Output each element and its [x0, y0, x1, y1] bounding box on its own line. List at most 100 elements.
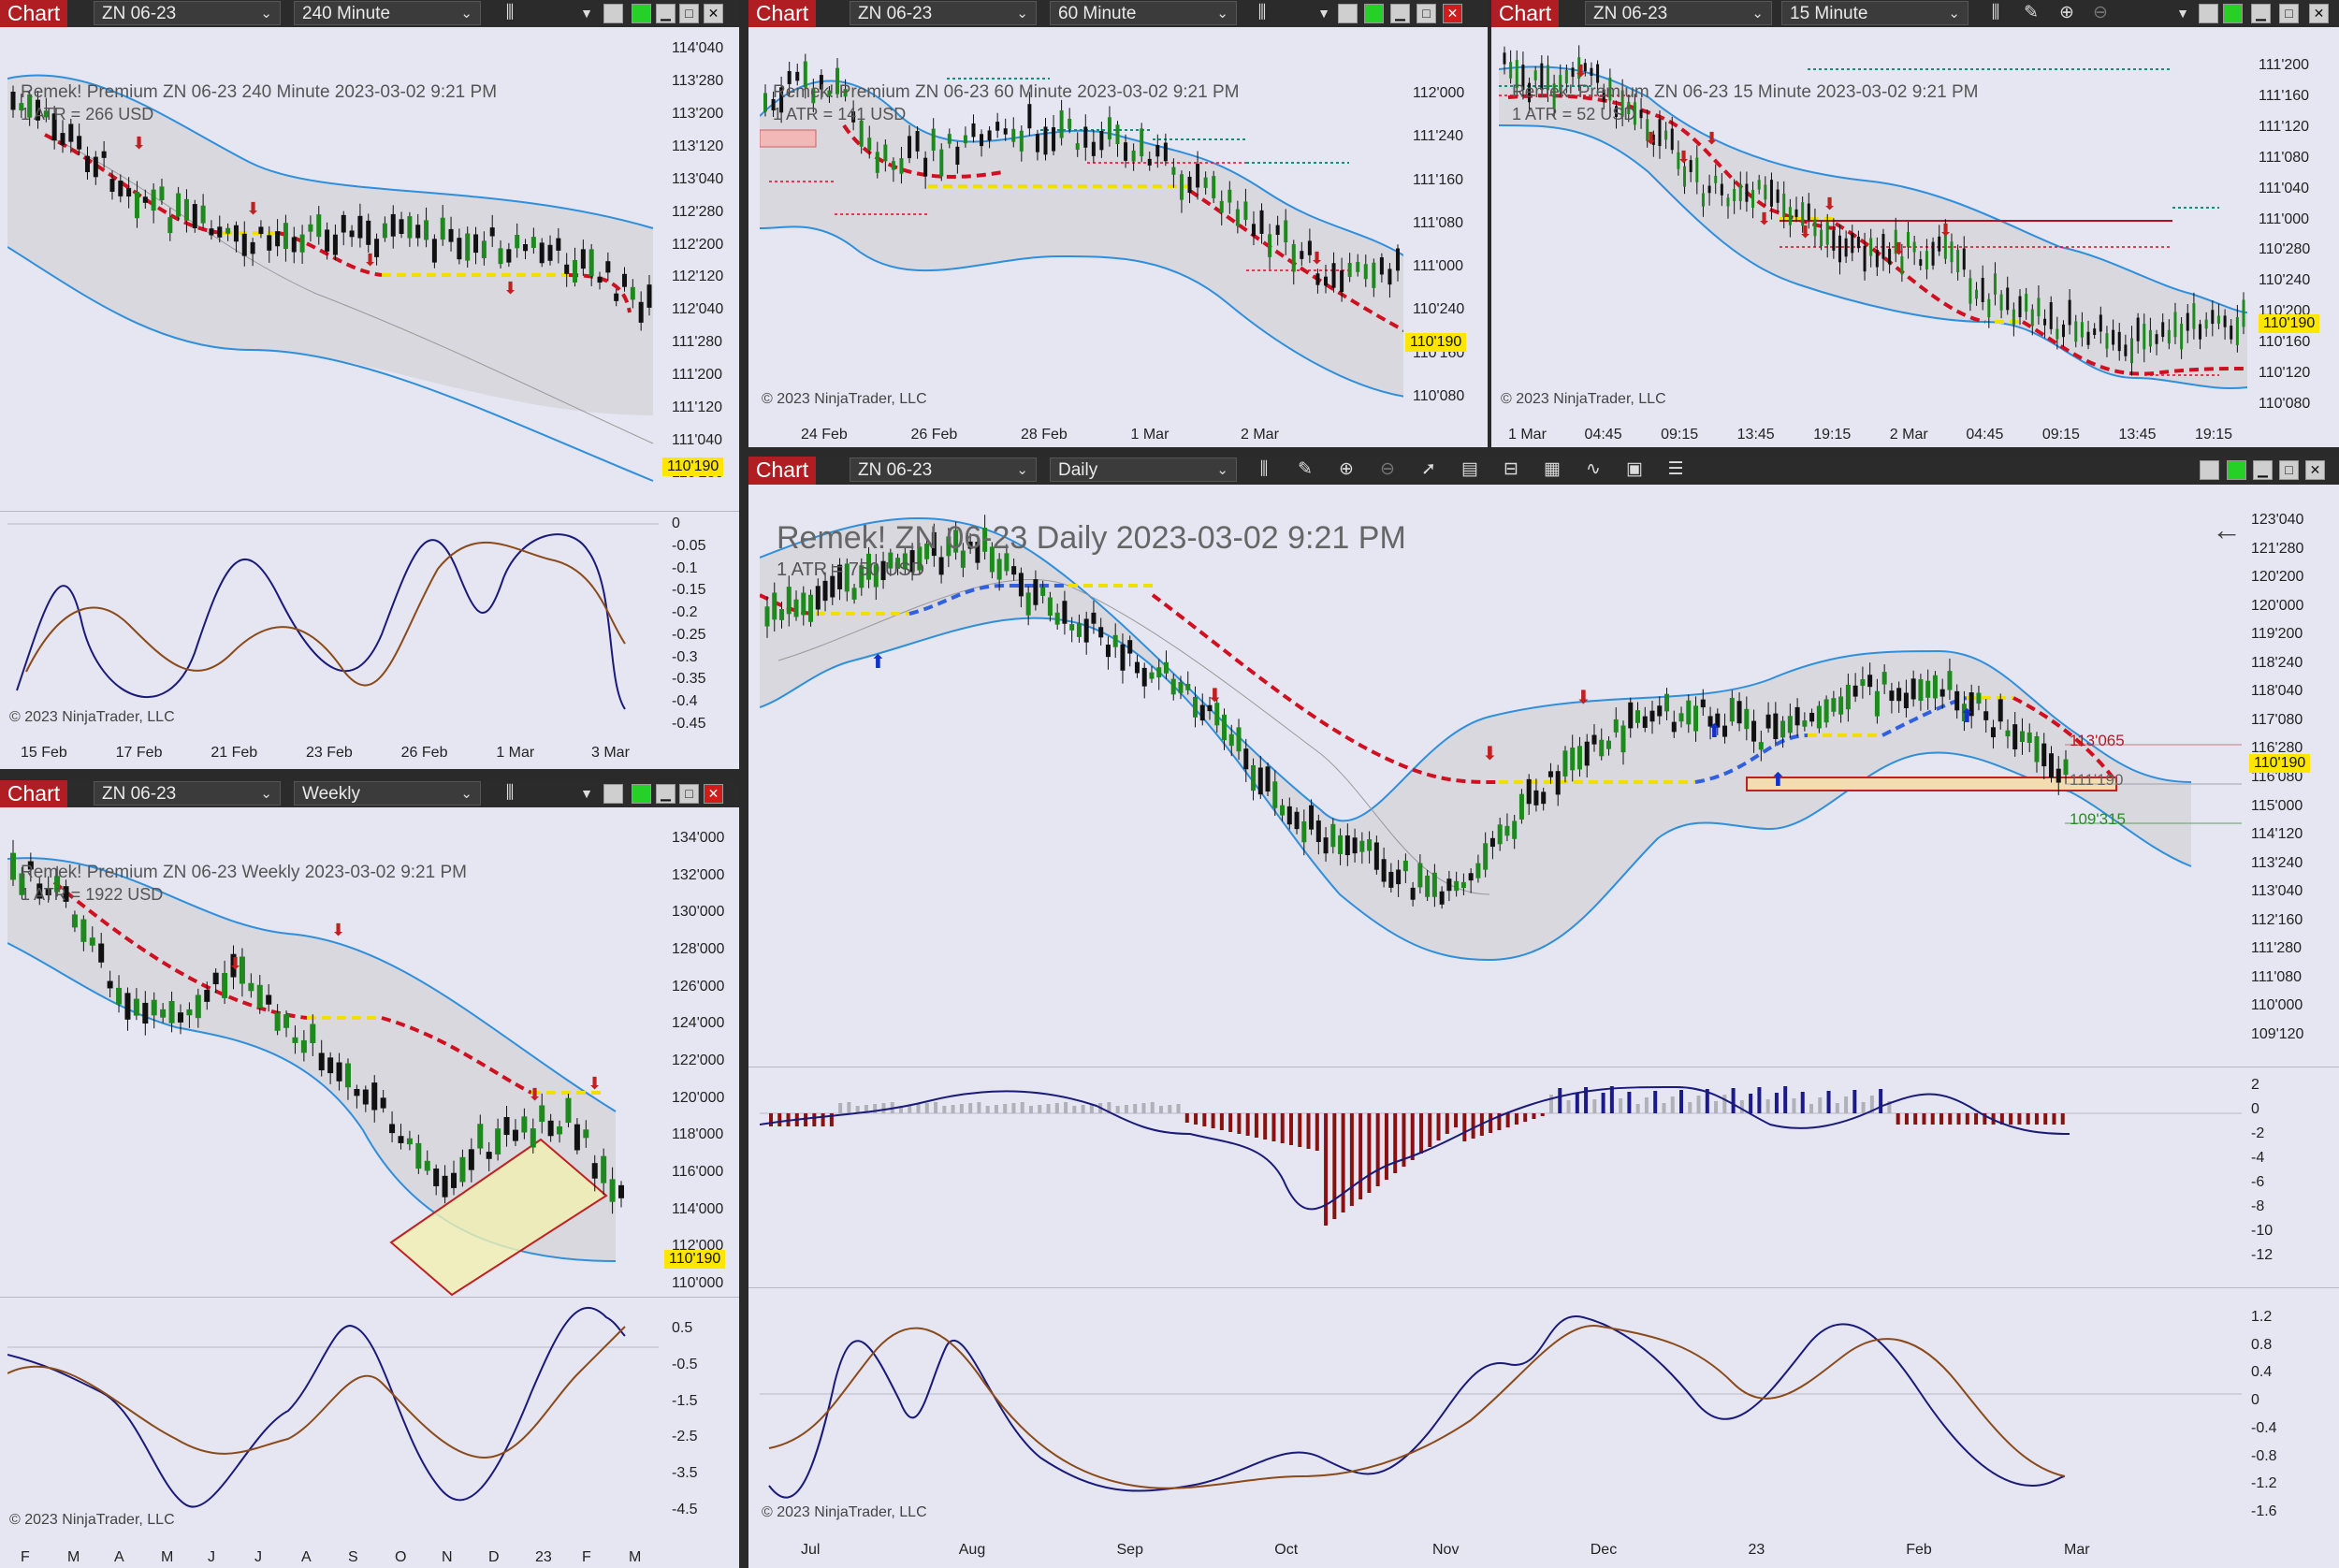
properties-icon[interactable]: ▣	[1626, 459, 1643, 479]
price-axis[interactable]: 114'040 113'280 113'200 113'120 113'040 112'2…	[666, 40, 739, 507]
close-button[interactable]: ✕	[704, 4, 723, 23]
interval-selector[interactable]: Daily ⌄	[1050, 457, 1237, 482]
candle-body	[341, 214, 346, 233]
minimize-button[interactable]: ▁	[2253, 460, 2273, 480]
close-button[interactable]: ✕	[1443, 4, 1462, 23]
chevron-down-icon[interactable]: ▼	[580, 6, 593, 21]
interval-selector[interactable]: 240 Minute ⌄	[294, 1, 481, 25]
maximize-button[interactable]: □	[1416, 4, 1436, 23]
oscillator-axis[interactable]: 0 -0.05 -0.1 -0.15 -0.2 -0.25 -0.3 -0.35 -0.4 -0.…	[666, 513, 739, 737]
candle-body	[924, 543, 930, 559]
price-axis[interactable]: 111'200 111'160 111'120 111'080 111'040 111'0…	[2253, 41, 2339, 415]
instrument-value: ZN 06-23	[102, 784, 177, 804]
window-color-button[interactable]	[632, 784, 651, 804]
instrument-selector[interactable]: ZN 06-23 ⌄	[94, 781, 281, 806]
bar-chart-icon[interactable]: ⫼	[1259, 459, 1269, 479]
price-panel[interactable]: ⬇ ⬇ ⬇ ⬇ Remek! Premium ZN 06-23 240 Minute …	[7, 41, 659, 507]
chevron-down-icon[interactable]: ▼	[2176, 6, 2189, 21]
price-panel[interactable]: ⬇ ⬇ ⬇ ⬆ ⬆ ⬆ ⬆ Remek! ZN 06-23 Daily 2023-03-0…	[760, 501, 2242, 1063]
oscillator-panel[interactable]: © 2023 NinjaTrader, LLC	[7, 513, 659, 737]
instrument-selector[interactable]: ZN 06-23 ⌄	[850, 1, 1037, 25]
interval-selector[interactable]: Weekly ⌄	[294, 781, 481, 806]
window-link-button[interactable]	[603, 4, 623, 23]
close-button[interactable]: ✕	[2309, 4, 2329, 23]
candle-body	[1627, 101, 1631, 115]
maximize-button[interactable]: □	[679, 784, 699, 804]
macd-panel[interactable]	[760, 1068, 2242, 1284]
pointer-icon[interactable]: ➚	[1421, 459, 1436, 479]
minimize-button[interactable]: ▁	[1390, 4, 1410, 23]
bar-chart-icon[interactable]: ⫼	[1991, 3, 2000, 22]
pencil-icon[interactable]: ✎	[2024, 3, 2039, 22]
macd-axis[interactable]: 2 0 -2 -4 -6 -8 -10 -12	[2245, 1068, 2339, 1284]
candle-body	[1584, 741, 1590, 766]
macd-histogram-bar	[977, 1102, 981, 1113]
oscillator-axis[interactable]: 0.5 -0.5 -1.5 -2.5 -3.5 -4.5	[666, 1299, 739, 1538]
price-panel[interactable]: ⬇ Remek! Premium ZN 06-23 60 Minute 2023…	[760, 41, 1403, 415]
time-axis[interactable]: 24 Feb 26 Feb 28 Feb 1 Mar 2 Mar	[760, 423, 1403, 447]
oscillator-panel[interactable]: © 2023 NinjaTrader, LLC	[760, 1289, 2242, 1531]
time-axis[interactable]: 15 Feb 17 Feb 21 Feb 23 Feb 26 Feb 1 Mar 3 Mar	[7, 741, 659, 765]
bar-chart-icon[interactable]: ⫼	[1257, 3, 1267, 22]
data-box-icon[interactable]: ▤	[1461, 459, 1478, 479]
oscillator-panel[interactable]: © 2023 NinjaTrader, LLC	[7, 1299, 659, 1538]
chart-menu-button[interactable]: Chart	[748, 0, 816, 27]
pencil-icon[interactable]: ✎	[1298, 459, 1313, 479]
price-panel[interactable]: ⬇ ⬇ ⬇ ⬇ Remek! Premium ZN 06-23 Weekly 2023…	[7, 821, 659, 1297]
price-axis[interactable]: 112'000 111'240 111'160 111'080 111'000 110'2…	[1407, 41, 1488, 415]
indicators-icon[interactable]: ∿	[1586, 459, 1601, 479]
interval-selector[interactable]: 15 Minute ⌄	[1781, 1, 1969, 25]
chart-menu-button[interactable]: Chart	[748, 457, 816, 485]
window-link-button[interactable]	[2200, 460, 2219, 480]
window-color-button[interactable]	[1364, 4, 1384, 23]
time-axis[interactable]: Jul Aug Sep Oct Nov Dec 23 Feb Mar	[760, 1538, 2242, 1564]
chevron-down-icon[interactable]: ▼	[580, 786, 593, 801]
instrument-selector[interactable]: ZN 06-23 ⌄	[94, 1, 281, 25]
instrument-selector[interactable]: ZN 06-23 ⌄	[1585, 1, 1772, 25]
instrument-selector[interactable]: ZN 06-23 ⌄	[850, 457, 1037, 482]
chart-menu-button[interactable]: Chart	[0, 780, 67, 807]
window-color-button[interactable]	[2223, 4, 2243, 23]
window-color-button[interactable]	[2227, 460, 2246, 480]
time-axis[interactable]: F M A M J J A S O N D 23 F M	[7, 1546, 659, 1568]
window-link-button[interactable]	[1338, 4, 1358, 23]
macd-histogram-bar	[1375, 1113, 1380, 1186]
minimize-button[interactable]: ▁	[656, 784, 676, 804]
templates-icon[interactable]: ⊟	[1504, 459, 1518, 479]
window-link-button[interactable]	[2199, 4, 2218, 23]
bar-chart-icon[interactable]: ⫼	[505, 783, 515, 803]
minimize-button[interactable]: ▁	[656, 4, 676, 23]
strategies-icon[interactable]: ▦	[1544, 459, 1561, 479]
price-axis[interactable]: 123'040 121'280 120'200 120'000 119'200 118'2…	[2245, 501, 2339, 1063]
minimize-button[interactable]: ▁	[2251, 4, 2271, 23]
bar-chart-icon[interactable]: ⫼	[505, 3, 515, 22]
candle-body	[415, 1142, 422, 1169]
zoom-out-icon[interactable]: ⊖	[1380, 459, 1395, 479]
time-axis[interactable]: 1 Mar 04:45 09:15 13:45 19:15 2 Mar 04:45 09:15…	[1499, 423, 2247, 447]
chart-menu-button[interactable]: Chart	[1491, 0, 1559, 27]
macd-histogram-bar	[1046, 1104, 1051, 1113]
list-icon[interactable]: ☰	[1667, 459, 1684, 479]
oscillator-axis[interactable]: 1.2 0.8 0.4 0 -0.4 -0.8 -1.2 -1.6	[2245, 1289, 2339, 1531]
chart-menu-button[interactable]: Chart	[0, 0, 67, 27]
price-panel[interactable]: ⬇ ⬇ ⬇ ⬇ ⬇ ⬇ ⬇ ⬇ ⬇ Remek! Premium ZN 06-23 15 Min…	[1499, 41, 2247, 415]
window-link-button[interactable]	[603, 784, 623, 804]
interval-selector[interactable]: 60 Minute ⌄	[1050, 1, 1237, 25]
maximize-button[interactable]: □	[679, 4, 699, 23]
candle-body	[1751, 720, 1757, 742]
zoom-in-icon[interactable]: ⊕	[2059, 3, 2074, 22]
maximize-button[interactable]: □	[2279, 4, 2299, 23]
zoom-out-icon[interactable]: ⊖	[2093, 3, 2108, 22]
maximize-button[interactable]: □	[2279, 460, 2299, 480]
close-button[interactable]: ✕	[2305, 460, 2325, 480]
price-axis[interactable]: 134'000 132'000 130'000 128'000 126'000 124'0…	[666, 821, 739, 1297]
candle-body	[167, 217, 173, 234]
axis-tick-label: Sep	[1116, 1542, 1143, 1558]
window-color-button[interactable]	[632, 4, 651, 23]
close-button[interactable]: ✕	[704, 784, 723, 804]
candle-body	[908, 136, 912, 159]
chevron-down-icon[interactable]: ▼	[1317, 6, 1330, 21]
zoom-in-icon[interactable]: ⊕	[1339, 459, 1354, 479]
arrow-left-icon[interactable]: ←	[2212, 513, 2242, 546]
